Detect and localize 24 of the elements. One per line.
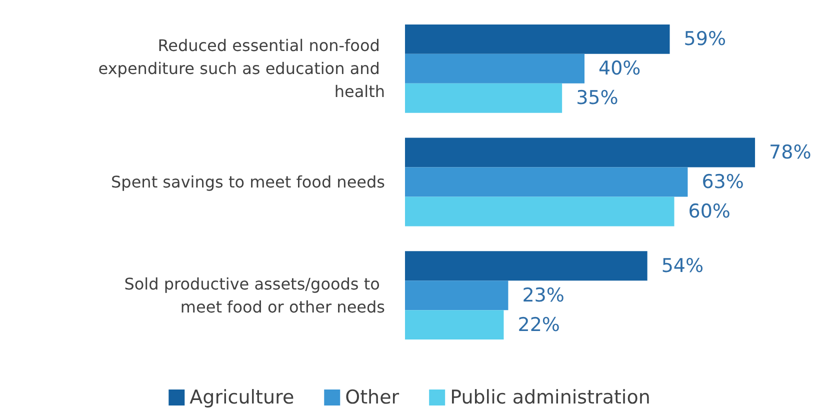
data-label: 22% xyxy=(518,314,560,336)
data-label: 54% xyxy=(661,254,704,277)
bar xyxy=(405,196,674,226)
data-label: 63% xyxy=(702,171,744,193)
bar xyxy=(405,310,504,340)
legend-label: Public administration xyxy=(450,386,650,408)
bar xyxy=(405,83,562,113)
data-label: 60% xyxy=(688,200,730,222)
data-label: 35% xyxy=(576,87,618,110)
bar xyxy=(405,280,508,310)
y-tick-label: Sold productive assets/goods to meet food or other needs xyxy=(124,274,385,316)
bar xyxy=(405,138,756,168)
bar xyxy=(405,54,584,84)
data-label: 40% xyxy=(598,58,641,80)
bar xyxy=(405,167,688,197)
bar xyxy=(405,24,670,54)
data-label: 78% xyxy=(769,142,812,164)
y-tick-label: Spent savings to meet food needs xyxy=(111,172,385,192)
data-label: 59% xyxy=(684,28,726,50)
legend-label: Other xyxy=(345,386,400,408)
legend-label: Agriculture xyxy=(190,386,294,408)
y-tick-label: Reduced essential non-food expenditure such as education and health xyxy=(98,36,385,102)
bar xyxy=(405,251,648,281)
data-label: 23% xyxy=(522,284,564,306)
